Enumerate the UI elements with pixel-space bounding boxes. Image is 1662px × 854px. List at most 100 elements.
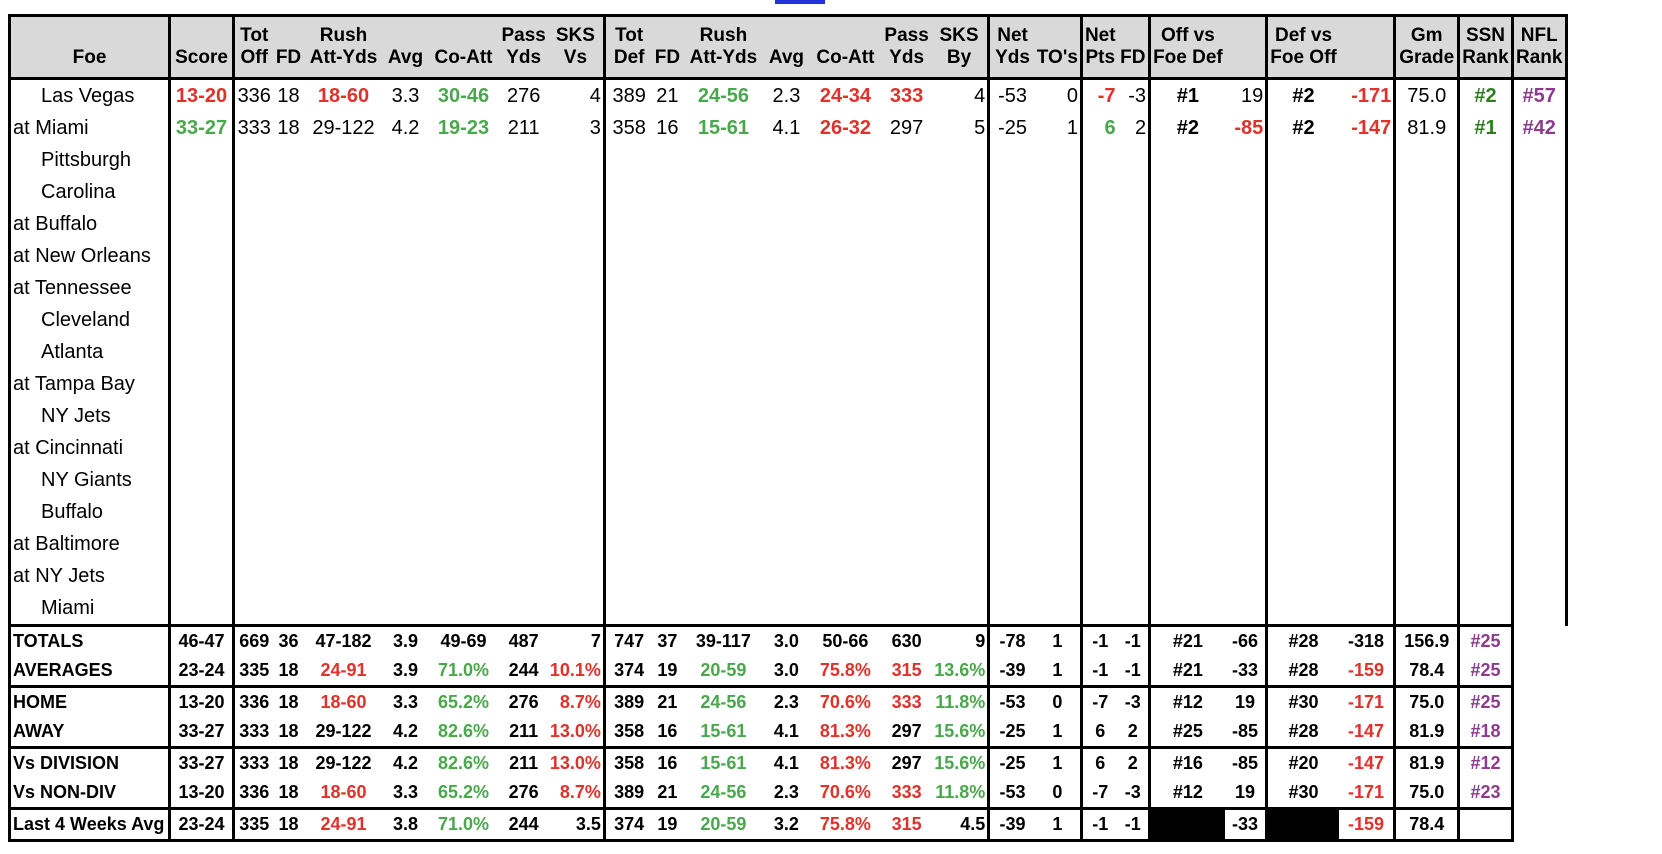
game-tot-off: 336 [232, 78, 274, 112]
summary-value: 4.2 [392, 721, 419, 741]
game-tot-off [232, 400, 274, 432]
empty-cell [1512, 778, 1567, 809]
summary-value: 3.9 [383, 624, 428, 656]
game-net-to [1035, 144, 1082, 176]
summary-value: 15-61 [700, 721, 747, 741]
game-ssn-rank [1457, 336, 1513, 368]
game-rush-off-avg [384, 304, 428, 336]
column-header: Yds [499, 47, 548, 80]
game-sks-vs [548, 368, 605, 400]
summary-value: 18 [273, 746, 304, 778]
game-net-fd: -3 [1128, 84, 1147, 107]
game-ssn-rank [1457, 208, 1513, 240]
summary-value [1457, 807, 1514, 842]
game-off-rank [1148, 496, 1225, 528]
game-def-pass-yds [882, 336, 930, 368]
game-sks-vs [548, 464, 605, 496]
game-tot-off: 333 [232, 112, 274, 144]
column-header [652, 14, 683, 47]
game-def-pass-yds: 333 [889, 84, 924, 107]
summary-value: 336 [232, 685, 274, 717]
game-score [168, 336, 234, 368]
summary-value: #18 [1457, 717, 1514, 748]
game-net-yds [987, 464, 1035, 496]
summary-value: 8.7% [547, 685, 605, 717]
game-nfl-rank [1510, 144, 1568, 176]
game-grade [1393, 208, 1459, 240]
summary-value: #16 [1148, 746, 1225, 778]
game-net-pts [1079, 592, 1118, 626]
summary-value: 3.0 [764, 624, 809, 656]
game-tot-def [602, 528, 653, 560]
game-net-yds [987, 176, 1035, 208]
game-def-fd [652, 432, 682, 464]
summary-value: 315 [882, 807, 931, 842]
game-ssn-rank [1457, 272, 1513, 304]
game-def-co-att [808, 272, 882, 304]
summary-value: 9 [930, 624, 989, 656]
game-def-rank [1265, 592, 1339, 626]
game-row: Miami [8, 592, 1568, 626]
game-pass-yds [500, 496, 548, 528]
game-net-yds [987, 144, 1035, 176]
game-net-to [1035, 592, 1082, 626]
summary-value: 211 [499, 746, 548, 778]
column-header: Foe Def [1148, 47, 1225, 80]
game-net-pts [1079, 144, 1118, 176]
summary-value: 19 [652, 807, 683, 842]
column-header: Co-Att [808, 47, 883, 80]
summary-value: -25 [987, 746, 1035, 778]
column-header: Pass [499, 14, 548, 47]
game-ssn-rank [1457, 592, 1513, 626]
foe-name: Pittsburgh [8, 144, 170, 176]
summary-value: 37 [652, 624, 683, 656]
summary-value: 81.3% [819, 721, 871, 741]
game-sks-vs [548, 528, 605, 560]
game-rush-def-avg [764, 400, 808, 432]
summary-value: 18 [273, 685, 304, 717]
game-def-rank [1265, 240, 1339, 272]
game-rush-off [304, 464, 384, 496]
game-def-fd: 21 [656, 84, 679, 107]
game-net-yds [987, 336, 1035, 368]
game-off-fd [274, 144, 304, 176]
game-def-pass-yds [882, 208, 930, 240]
game-nfl-rank [1510, 560, 1568, 592]
summary-value: 24-56 [700, 782, 747, 802]
game-rush-off [304, 400, 384, 432]
game-pass-co-att [428, 432, 500, 464]
column-header: Def [602, 47, 653, 80]
game-net-pts [1079, 432, 1118, 464]
column-header [168, 14, 234, 47]
summary-value: 297 [891, 721, 922, 741]
column-header: Tot [232, 14, 274, 47]
game-ssn-rank [1457, 528, 1513, 560]
game-net-to [1035, 400, 1082, 432]
summary-value: 18 [273, 807, 304, 842]
summary-value: 71.0% [437, 660, 490, 680]
summary-value: 244 [508, 660, 539, 680]
game-tot-def [602, 592, 653, 626]
summary-value: 13.6% [934, 660, 986, 680]
game-rush-off [304, 528, 384, 560]
game-score [168, 368, 234, 400]
game-tot-def [602, 368, 653, 400]
game-def-co-att [808, 176, 882, 208]
summary-value: 81.9 [1393, 746, 1459, 778]
summary-value: 1 [1052, 721, 1063, 741]
game-tot-off [232, 272, 274, 304]
game-rush-off-avg [384, 432, 428, 464]
game-score [168, 304, 234, 336]
summary-label: AVERAGES [8, 656, 170, 687]
game-net-fd [1118, 592, 1150, 626]
game-off-fd [274, 240, 304, 272]
game-net-yds: -53 [987, 78, 1035, 112]
summary-value: 3.0 [773, 660, 799, 680]
game-def-pass-yds [882, 272, 930, 304]
column-header: FD [652, 47, 683, 80]
game-def-val [1339, 560, 1395, 592]
column-header: Rush [682, 14, 765, 47]
game-net-fd [1118, 368, 1150, 400]
game-pass-yds: 211 [507, 116, 540, 139]
game-def-co-att [808, 464, 882, 496]
